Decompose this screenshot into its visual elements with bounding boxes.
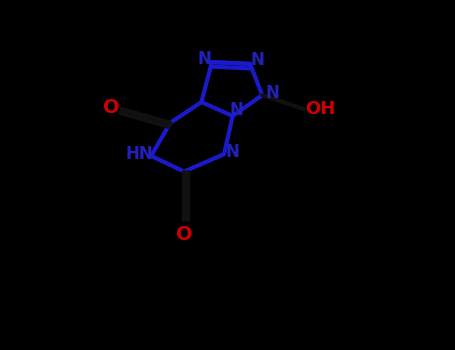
Text: N: N bbox=[265, 84, 279, 103]
Text: N: N bbox=[226, 144, 240, 161]
Text: O: O bbox=[176, 225, 192, 244]
Text: N: N bbox=[250, 51, 264, 69]
Text: N: N bbox=[229, 101, 243, 119]
Text: O: O bbox=[103, 98, 120, 117]
Text: HN: HN bbox=[125, 145, 153, 163]
Text: N: N bbox=[198, 50, 212, 68]
Text: OH: OH bbox=[306, 100, 336, 118]
